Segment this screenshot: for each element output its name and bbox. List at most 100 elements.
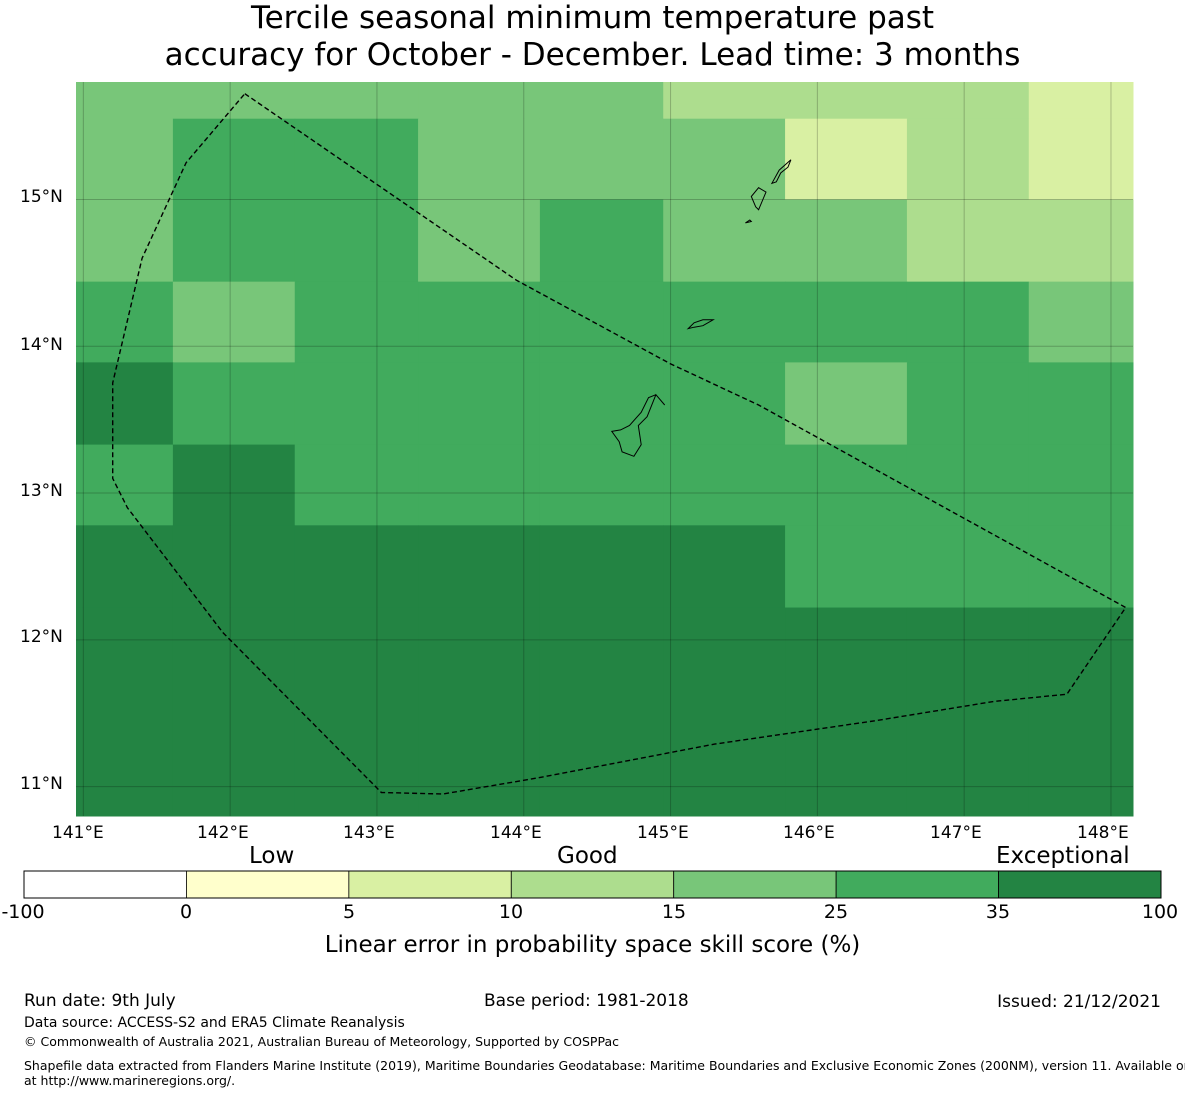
colorbar-tick-label: 15 [661, 901, 687, 923]
heatmap-cell [294, 607, 419, 817]
heatmap-cell [172, 82, 296, 120]
chart-title-line1: Tercile seasonal minimum temperature pas… [250, 0, 935, 36]
data-source: Data source: ACCESS-S2 and ERA5 Climate … [24, 1015, 405, 1031]
colorbar-tick-label: 0 [179, 901, 193, 923]
heatmap-cell [294, 362, 419, 446]
heatmap-cell [418, 525, 541, 609]
colorbar-segment [998, 870, 1162, 899]
heatmap-cell [539, 118, 664, 200]
issued-date: Issued: 21/12/2021 [997, 992, 1161, 1012]
colorbar-category-good: Good [557, 843, 618, 869]
heatmap-cell [76, 525, 174, 609]
x-tick-label: 147°E [930, 823, 982, 843]
map-gridlines [76, 82, 1133, 816]
y-tick-label: 11°N [20, 774, 63, 794]
heatmap-cell [785, 607, 908, 817]
heatmap-cell [539, 82, 664, 120]
colorbar-tick-label: 10 [498, 901, 524, 923]
heatmap-cell [76, 199, 174, 283]
colorbar-segment [23, 870, 187, 899]
heatmap-cell [172, 199, 296, 283]
chart-title: Tercile seasonal minimum temperature pas… [0, 0, 1185, 74]
heatmap-cell [785, 525, 908, 609]
island-outline [750, 187, 767, 211]
colorbar-segment [186, 870, 350, 899]
heatmap-cell [294, 199, 419, 283]
heatmap-cell [539, 362, 664, 446]
colorbar [23, 870, 1162, 899]
heatmap-cell [785, 82, 908, 120]
heatmap-cell [663, 82, 786, 120]
shapefile-credit-line1: Shapefile data extracted from Flanders M… [24, 1058, 1185, 1073]
heatmap-cell [294, 444, 419, 526]
heatmap-cell [785, 444, 908, 526]
y-tick-label: 15°N [20, 187, 63, 207]
heatmap-cell [906, 199, 1030, 283]
heatmap-cell [418, 362, 541, 446]
x-tick-label: 143°E [343, 823, 395, 843]
island-outline [745, 219, 753, 224]
heatmap-cells [76, 82, 1134, 817]
heatmap-cell [906, 281, 1030, 363]
colorbar-segment [835, 870, 999, 899]
shapefile-credit-line2: at http://www.marineregions.org/. [24, 1073, 236, 1088]
copyright: © Commonwealth of Australia 2021, Austra… [24, 1034, 619, 1049]
y-tick-label: 13°N [20, 481, 63, 501]
heatmap-cell [906, 118, 1030, 200]
heatmap-cell [539, 444, 664, 526]
heatmap-cell [418, 281, 541, 363]
x-tick-label: 148°E [1077, 823, 1129, 843]
y-tick-label: 14°N [20, 335, 63, 355]
heatmap-cell [1028, 281, 1134, 363]
heatmap-cell [785, 362, 908, 446]
heatmap-cell [1028, 118, 1134, 200]
heatmap-cell [1028, 444, 1134, 526]
colorbar-segment [673, 870, 837, 899]
heatmap-cell [172, 118, 296, 200]
colorbar-tick-label: 35 [985, 901, 1011, 923]
heatmap-cell [663, 118, 786, 200]
heatmap-cell [906, 444, 1030, 526]
colorbar-title: Linear error in probability space skill … [324, 932, 861, 958]
heatmap-cell [418, 199, 541, 283]
heatmap-cell [539, 607, 664, 817]
x-tick-label: 146°E [783, 823, 835, 843]
colorbar-segment [510, 870, 675, 899]
heatmap-cell [785, 199, 908, 283]
heatmap-cell [663, 362, 786, 446]
island-outline [770, 159, 792, 185]
heatmap-cell [76, 444, 174, 526]
heatmap-cell [418, 444, 541, 526]
island-outline [686, 319, 715, 330]
island-outlines [610, 159, 792, 457]
heatmap-cell [294, 82, 419, 120]
heatmap-cell [172, 525, 296, 609]
heatmap-cell [906, 525, 1030, 609]
heatmap-cell [172, 607, 296, 817]
heatmap-cell [1028, 607, 1134, 817]
heatmap-cell [294, 118, 419, 200]
heatmap-cell [663, 607, 786, 817]
heatmap-cell [76, 281, 174, 363]
heatmap-cell [172, 444, 296, 526]
heatmap-cell [294, 525, 419, 609]
eez-boundary [112, 93, 1127, 795]
heatmap-cell [906, 362, 1030, 446]
heatmap-cell [539, 525, 664, 609]
heatmap-cell [1028, 199, 1134, 283]
heatmap-cell [663, 444, 786, 526]
colorbar-tick-label: 25 [823, 901, 849, 923]
colorbar-tick-label: 100 [1141, 901, 1179, 923]
colorbar-tick-label: 5 [342, 901, 356, 923]
x-tick-label: 145°E [637, 823, 689, 843]
x-tick-label: 144°E [490, 823, 542, 843]
heatmap-cell [76, 118, 174, 200]
heatmap-cell [906, 82, 1030, 120]
heatmap-cell [663, 199, 786, 283]
heatmap-cell [785, 118, 908, 200]
heatmap-cell [76, 82, 174, 120]
colorbar-category-exceptional: Exceptional [996, 843, 1130, 869]
heatmap-cell [1028, 82, 1134, 120]
colorbar-tick-label: -100 [1, 901, 45, 923]
